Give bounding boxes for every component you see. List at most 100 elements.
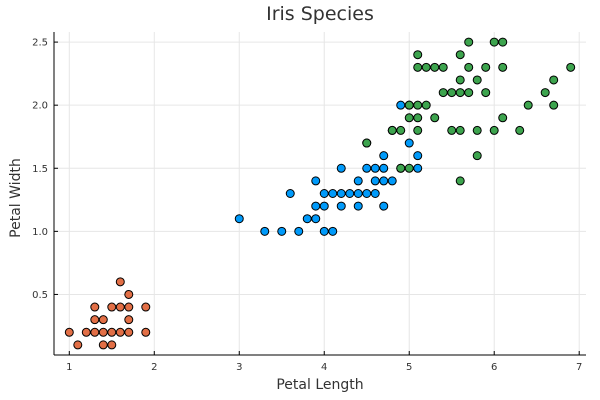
data-point — [124, 302, 134, 312]
data-point — [421, 62, 431, 72]
data-point — [353, 189, 363, 198]
data-point — [73, 340, 83, 350]
data-point — [413, 50, 423, 60]
data-point — [328, 226, 338, 236]
data-point — [455, 176, 465, 186]
data-point — [260, 226, 270, 236]
data-point — [515, 125, 525, 135]
data-point — [124, 315, 134, 325]
data-point — [98, 340, 108, 350]
data-point — [81, 327, 91, 337]
data-point — [285, 189, 295, 198]
data-point — [438, 88, 448, 98]
data-point — [90, 302, 100, 312]
y-tick-label: 0.5 — [32, 290, 48, 301]
data-point — [549, 100, 559, 110]
data-point — [447, 88, 457, 98]
data-point — [234, 214, 244, 224]
data-point — [379, 151, 389, 161]
data-point — [311, 214, 321, 224]
data-point — [404, 100, 414, 110]
data-point — [124, 289, 134, 299]
x-tick-label: 7 — [576, 362, 582, 373]
data-point — [90, 315, 100, 325]
data-points — [64, 37, 576, 350]
x-tick-label: 5 — [406, 362, 412, 373]
data-point — [319, 226, 329, 236]
data-point — [90, 327, 100, 337]
data-point — [447, 125, 457, 135]
data-point — [362, 163, 372, 173]
data-point — [481, 62, 491, 72]
data-point — [362, 189, 372, 198]
data-point — [396, 100, 406, 110]
data-point — [319, 189, 329, 198]
data-point — [455, 88, 465, 98]
data-point — [455, 125, 465, 135]
data-point — [379, 201, 389, 211]
data-point — [464, 62, 474, 72]
data-point — [396, 163, 406, 173]
data-point — [413, 62, 423, 72]
data-point — [566, 62, 576, 72]
data-point — [370, 163, 380, 173]
x-tick-label: 6 — [491, 362, 497, 373]
x-tick-label: 2 — [151, 362, 157, 373]
data-point — [498, 113, 508, 123]
data-point — [336, 189, 346, 198]
x-axis-label: Petal Length — [276, 377, 363, 393]
data-point — [404, 138, 414, 148]
data-point — [370, 176, 380, 186]
data-point — [98, 327, 108, 337]
data-point — [336, 201, 346, 211]
x-tick-label: 3 — [236, 362, 242, 373]
data-point — [413, 151, 423, 161]
data-point — [107, 302, 117, 312]
data-point — [464, 37, 474, 47]
chart-title: Iris Species — [266, 3, 374, 25]
data-point — [370, 189, 380, 198]
data-point — [549, 75, 559, 85]
data-point — [319, 201, 329, 211]
y-tick-label: 1.5 — [32, 164, 48, 175]
y-tick-label: 2.0 — [32, 101, 48, 112]
data-point — [430, 62, 440, 72]
data-point — [540, 88, 550, 98]
data-point — [413, 100, 423, 110]
data-point — [141, 302, 151, 312]
data-point — [464, 88, 474, 98]
x-tick-label: 4 — [321, 362, 327, 373]
data-point — [294, 226, 304, 236]
data-point — [413, 113, 423, 123]
data-point — [107, 340, 117, 350]
data-point — [107, 327, 117, 337]
data-point — [430, 113, 440, 123]
data-point — [413, 125, 423, 135]
data-point — [387, 125, 397, 135]
data-point — [115, 327, 125, 337]
data-point — [404, 163, 414, 173]
data-point — [413, 163, 423, 173]
data-point — [141, 327, 151, 337]
data-point — [362, 138, 372, 148]
data-point — [302, 214, 312, 224]
axes: 1 2 3 4 5 6 7 0.5 1.0 1.5 2.0 2.5 — [32, 32, 586, 373]
data-point — [387, 176, 397, 186]
data-point — [489, 37, 499, 47]
data-point — [64, 327, 74, 337]
data-point — [345, 189, 355, 198]
data-point — [455, 75, 465, 85]
data-point — [498, 37, 508, 47]
data-point — [353, 201, 363, 211]
data-point — [336, 163, 346, 173]
data-point — [472, 75, 482, 85]
data-point — [311, 201, 321, 211]
data-point — [472, 125, 482, 135]
y-tick-label: 2.5 — [32, 38, 48, 49]
data-point — [472, 151, 482, 161]
data-point — [353, 176, 363, 186]
data-point — [421, 100, 431, 110]
data-point — [115, 302, 125, 312]
data-point — [438, 62, 448, 72]
